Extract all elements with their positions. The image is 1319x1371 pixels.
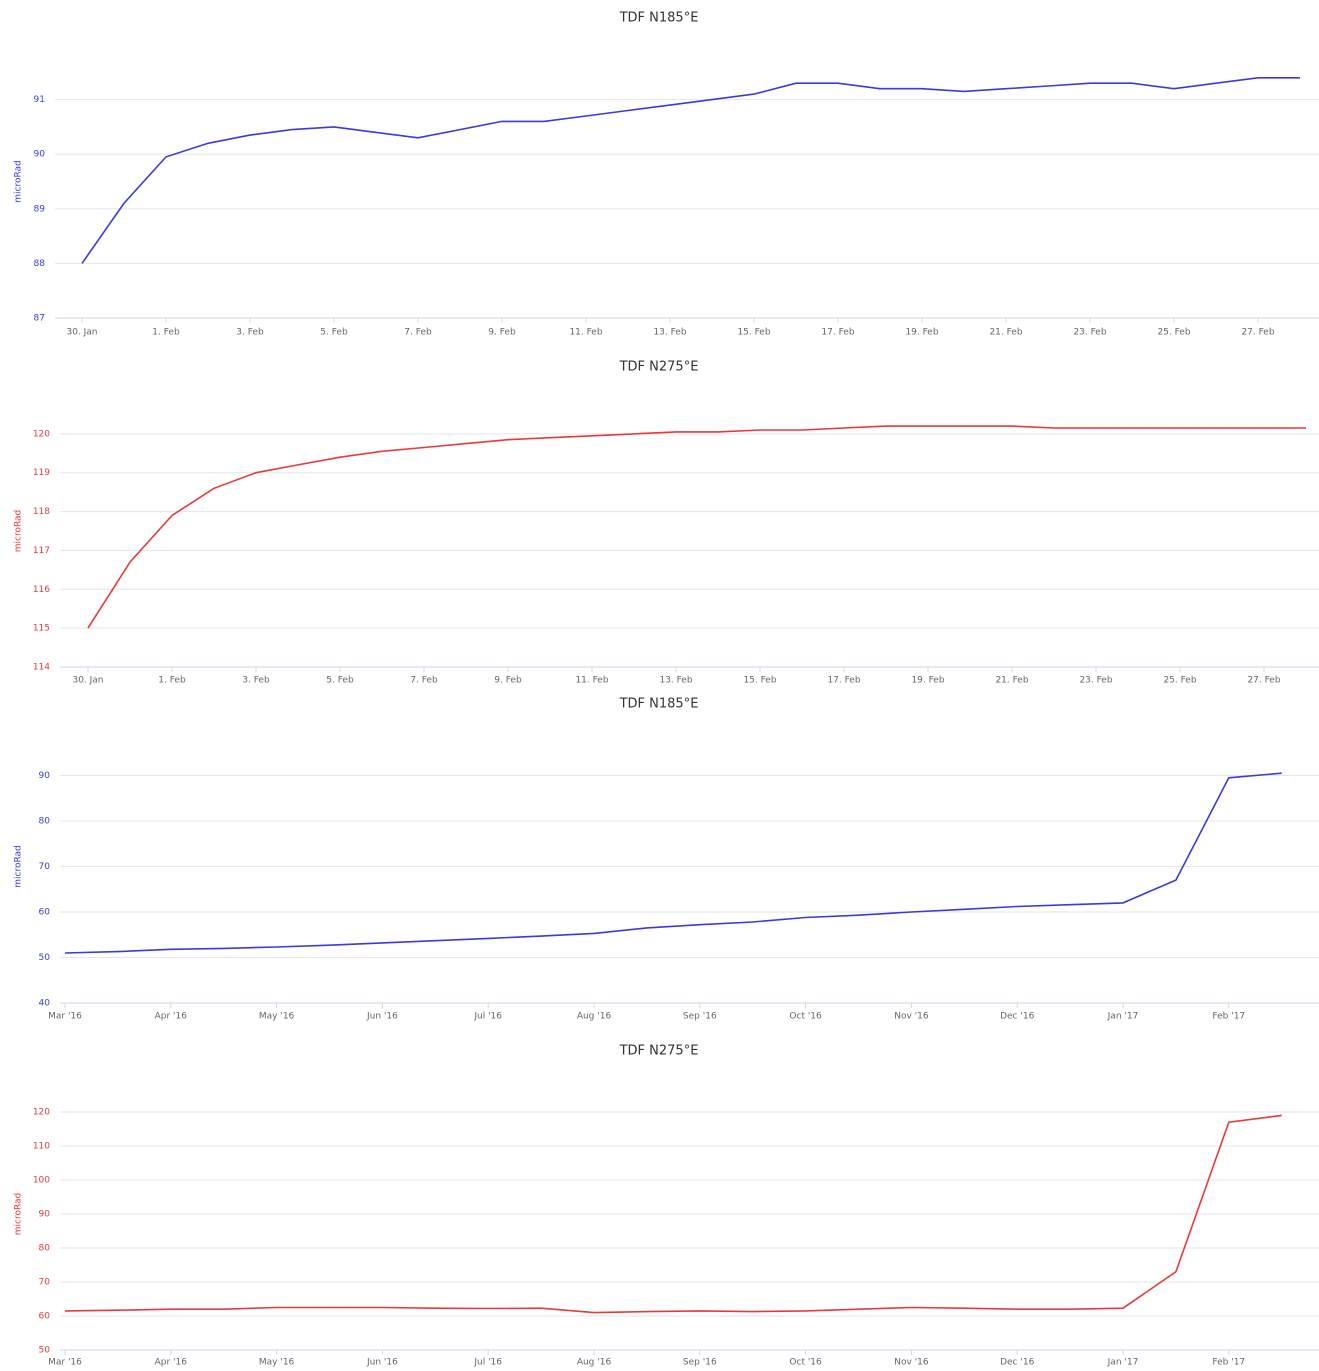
- x-tick-label: Jun '16: [366, 1358, 398, 1368]
- x-tick-label: Jul '16: [473, 1358, 502, 1368]
- data-line: [87, 425, 1306, 629]
- line-chart: TDF N275°E microRad 114 115 116 117 118 119 120 3…: [14, 360, 1319, 686]
- x-tick-label: 30. Jan: [72, 676, 103, 686]
- x-tick-label: 5. Feb: [320, 328, 348, 338]
- x-tick-label: Sep '16: [683, 1012, 717, 1022]
- y-tick-label: 91: [34, 95, 45, 105]
- x-tick-label: 9. Feb: [488, 328, 516, 338]
- x-tick-label: 11. Feb: [569, 328, 602, 338]
- line-chart: TDF N185°E microRad 87 88 89 90 91 30. Jan 1. Fe…: [14, 11, 1319, 338]
- x-tick-label: May '16: [259, 1012, 295, 1022]
- y-tick-label: 40: [39, 999, 51, 1009]
- x-tick-label: 19. Feb: [905, 328, 938, 338]
- line-chart: TDF N185°E microRad 40 50 60 70 80 90 Mar '16 Apr…: [14, 697, 1319, 1022]
- y-tick-label: 118: [33, 507, 50, 517]
- y-axis-title: microRad: [14, 160, 24, 203]
- x-tick-label: Dec '16: [1000, 1358, 1034, 1368]
- x-tick-label: 25. Feb: [1163, 676, 1196, 686]
- x-tick-label: Apr '16: [155, 1358, 188, 1368]
- y-tick-label: 60: [39, 1312, 51, 1322]
- x-tick-label: 15. Feb: [743, 676, 776, 686]
- x-tick-label: Mar '16: [48, 1012, 82, 1022]
- x-tick-label: 7. Feb: [410, 676, 438, 686]
- x-tick-label: Apr '16: [155, 1012, 188, 1022]
- x-tick-label: 9. Feb: [494, 676, 522, 686]
- x-tick-label: Jun '16: [366, 1012, 398, 1022]
- x-tick-label: 7. Feb: [404, 328, 432, 338]
- x-tick-label: Aug '16: [577, 1012, 612, 1022]
- y-tick-label: 80: [39, 1244, 51, 1254]
- x-tick-label: 13. Feb: [653, 328, 686, 338]
- x-tick-label: 15. Feb: [737, 328, 770, 338]
- x-tick-label: Jan '17: [1107, 1012, 1139, 1022]
- y-tick-label: 88: [34, 259, 46, 269]
- x-tick-label: Oct '16: [789, 1012, 822, 1022]
- chart-title: TDF N275°E: [619, 360, 699, 375]
- x-tick-label: 3. Feb: [236, 328, 264, 338]
- x-tick-label: 30. Jan: [66, 328, 97, 338]
- x-tick-label: 17. Feb: [827, 676, 860, 686]
- y-tick-label: 120: [33, 429, 50, 439]
- y-axis-title: microRad: [14, 845, 24, 888]
- y-tick-label: 90: [34, 150, 46, 160]
- y-tick-label: 89: [34, 204, 46, 214]
- chart-title: TDF N185°E: [619, 11, 699, 26]
- y-tick-label: 110: [33, 1142, 50, 1152]
- x-tick-label: 23. Feb: [1073, 328, 1106, 338]
- x-tick-label: Jan '17: [1107, 1358, 1139, 1368]
- chart-title: TDF N275°E: [619, 1044, 699, 1059]
- x-tick-label: Nov '16: [894, 1358, 929, 1368]
- chart-title: TDF N185°E: [619, 697, 699, 712]
- x-tick-label: 27. Feb: [1247, 676, 1280, 686]
- y-tick-label: 50: [39, 953, 51, 963]
- x-tick-label: Nov '16: [894, 1012, 929, 1022]
- y-tick-label: 80: [39, 817, 51, 827]
- y-tick-label: 87: [34, 314, 45, 324]
- y-tick-label: 115: [33, 624, 50, 634]
- x-tick-label: 3. Feb: [242, 676, 270, 686]
- data-line: [64, 1114, 1282, 1314]
- data-line: [64, 772, 1282, 954]
- x-tick-label: 19. Feb: [911, 676, 944, 686]
- x-tick-label: Dec '16: [1000, 1012, 1034, 1022]
- y-tick-label: 116: [33, 585, 50, 595]
- x-tick-label: Sep '16: [683, 1358, 717, 1368]
- y-axis-title: microRad: [14, 510, 24, 553]
- x-tick-label: 5. Feb: [326, 676, 354, 686]
- y-tick-label: 60: [39, 908, 51, 918]
- x-tick-label: Oct '16: [789, 1358, 822, 1368]
- x-tick-label: 1. Feb: [158, 676, 186, 686]
- y-tick-label: 70: [39, 1278, 51, 1288]
- data-line: [81, 77, 1300, 264]
- y-tick-label: 70: [39, 862, 51, 872]
- y-tick-label: 50: [39, 1346, 51, 1356]
- y-tick-label: 114: [33, 663, 50, 673]
- line-chart: TDF N275°E microRad 50 60 70 80 90 100 110 120 Mar…: [14, 1044, 1319, 1368]
- y-tick-label: 120: [33, 1108, 50, 1118]
- x-tick-label: Feb '17: [1212, 1012, 1245, 1022]
- x-tick-label: May '16: [259, 1358, 295, 1368]
- x-tick-label: 17. Feb: [821, 328, 854, 338]
- x-tick-label: 11. Feb: [575, 676, 608, 686]
- y-tick-label: 117: [33, 546, 50, 556]
- x-tick-label: Mar '16: [48, 1358, 82, 1368]
- x-tick-label: Aug '16: [577, 1358, 612, 1368]
- y-tick-label: 100: [33, 1176, 50, 1186]
- x-tick-label: 23. Feb: [1079, 676, 1112, 686]
- x-tick-label: Feb '17: [1212, 1358, 1245, 1368]
- x-tick-label: 27. Feb: [1241, 328, 1274, 338]
- x-tick-label: 21. Feb: [995, 676, 1028, 686]
- x-tick-label: 13. Feb: [659, 676, 692, 686]
- x-tick-label: 21. Feb: [989, 328, 1022, 338]
- y-tick-label: 90: [39, 771, 51, 781]
- x-tick-label: 25. Feb: [1157, 328, 1190, 338]
- x-tick-label: Jul '16: [473, 1012, 502, 1022]
- x-tick-label: 1. Feb: [152, 328, 180, 338]
- y-tick-label: 119: [33, 468, 50, 478]
- y-tick-label: 90: [39, 1210, 51, 1220]
- y-axis-title: microRad: [14, 1193, 24, 1236]
